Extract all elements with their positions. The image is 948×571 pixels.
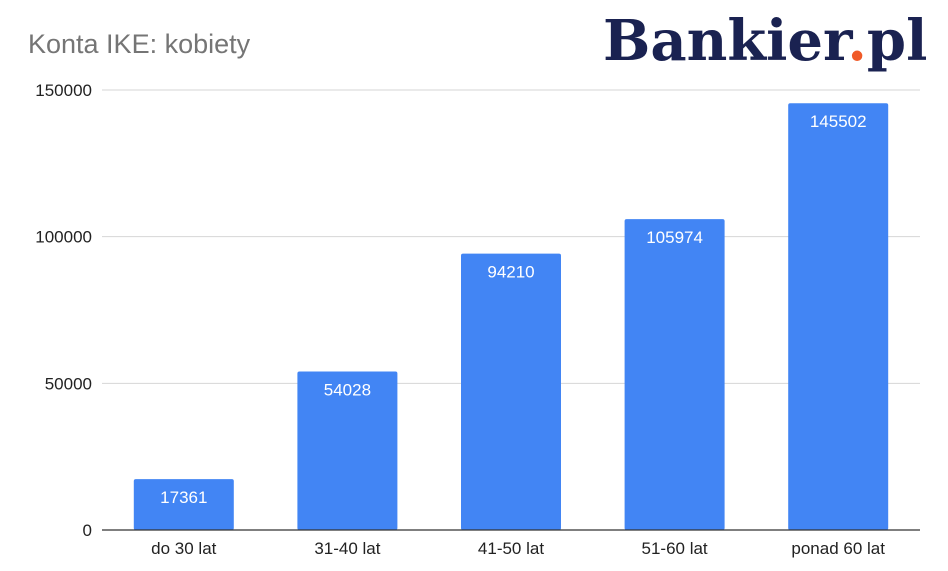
logo-name: Bankier [603, 8, 854, 74]
y-tick-label: 100000 [35, 228, 92, 247]
data-label: 145502 [810, 112, 867, 131]
bar [788, 103, 889, 531]
x-tick-label: 31-40 lat [314, 539, 380, 558]
x-tick-label: 41-50 lat [478, 539, 544, 558]
bankier-logo: Bankier.pl [603, 8, 927, 74]
chart-title: Konta IKE: kobiety [28, 29, 251, 59]
bar [133, 479, 234, 530]
y-axis-ticks: 0 50000 100000 150000 [35, 81, 92, 540]
data-label: 54028 [324, 381, 371, 400]
logo-dot: . [847, 8, 867, 74]
logo-suffix: pl [867, 8, 927, 74]
y-tick-label: 150000 [35, 81, 92, 100]
bar [624, 219, 725, 530]
data-label: 105974 [646, 228, 703, 247]
x-tick-label: do 30 lat [151, 539, 216, 558]
bar [297, 371, 398, 530]
x-tick-label: ponad 60 lat [791, 539, 885, 558]
y-tick-label: 0 [83, 521, 92, 540]
data-label: 94210 [487, 263, 534, 282]
data-labels: 17361 54028 94210 105974 145502 [160, 112, 866, 507]
y-tick-label: 50000 [45, 374, 92, 393]
x-axis-ticks: do 30 lat 31-40 lat 41-50 lat 51-60 lat pona… [151, 539, 885, 558]
x-tick-label: 51-60 lat [642, 539, 708, 558]
bar [461, 253, 561, 530]
data-label: 17361 [160, 488, 207, 507]
bars [133, 103, 889, 531]
